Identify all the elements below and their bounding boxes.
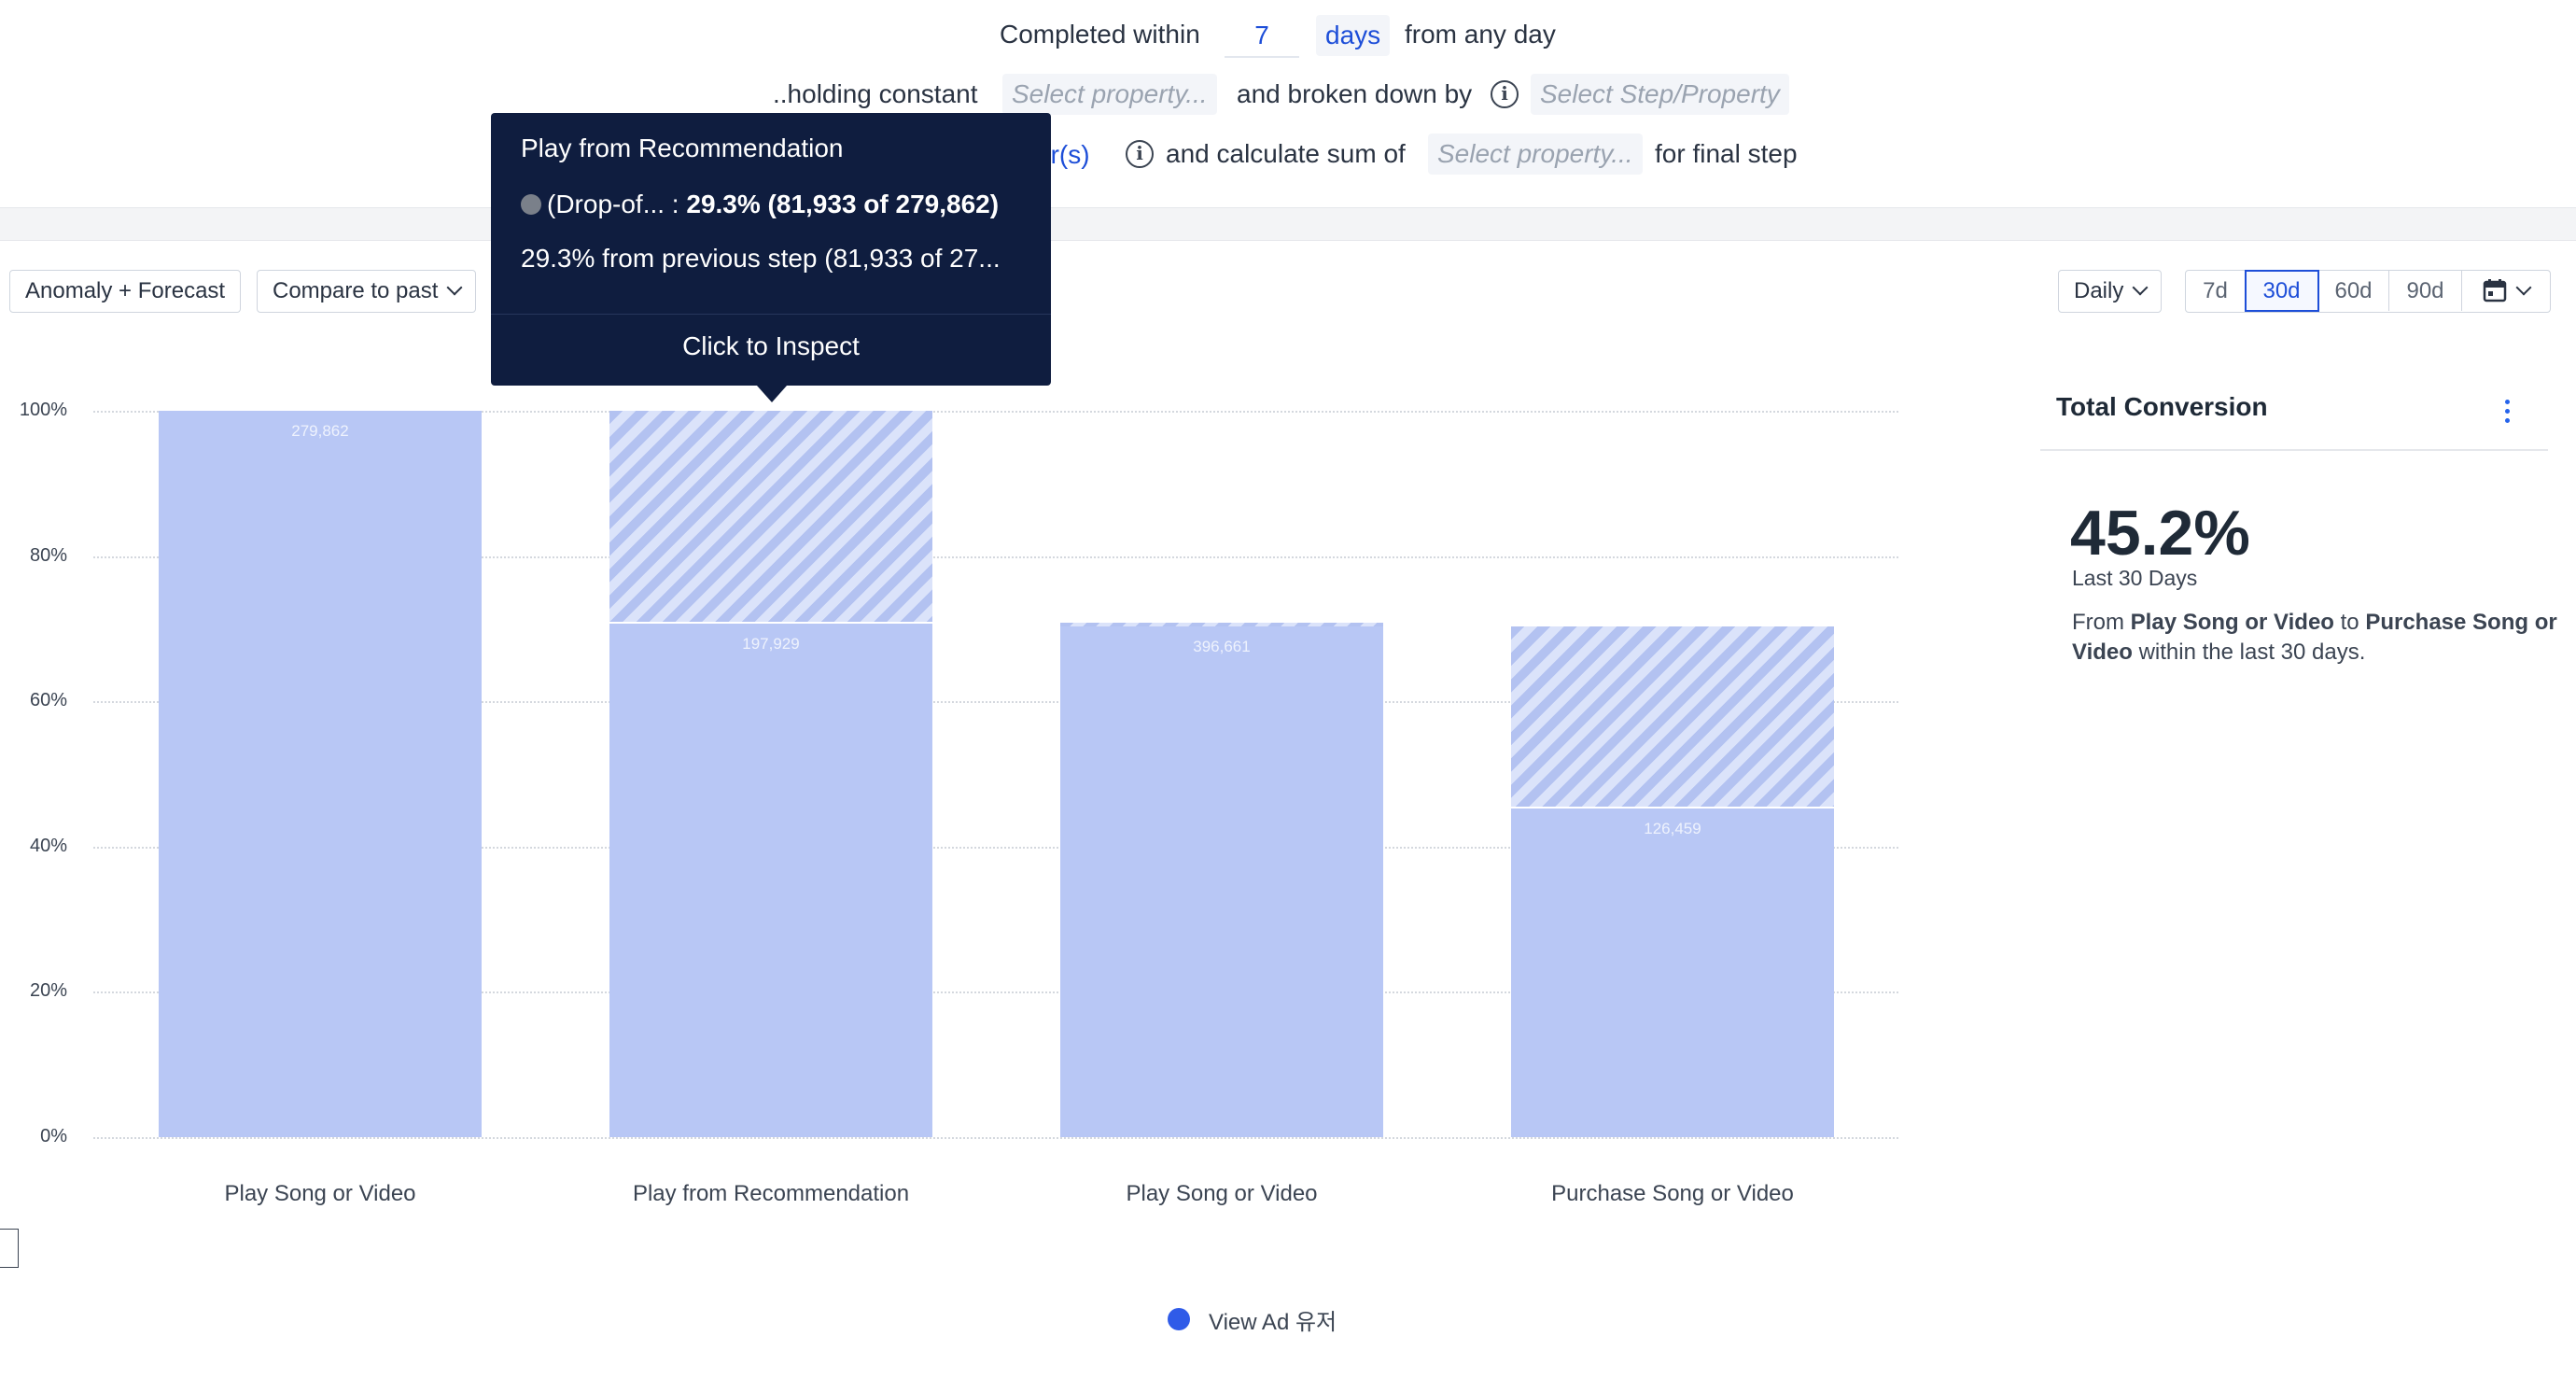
chevron-down-icon — [2132, 279, 2149, 296]
section-divider — [0, 207, 2576, 241]
bar-converted[interactable] — [1511, 809, 1834, 1137]
compare-to-past-label: Compare to past — [273, 278, 439, 303]
step-tooltip[interactable]: Play from Recommendation (Drop-of... : 2… — [491, 113, 1051, 402]
legend-label[interactable]: View Ad 유저 — [1209, 1310, 1337, 1335]
x-category-label: Play from Recommendation — [632, 1181, 910, 1206]
range-90d[interactable]: 90d — [2389, 271, 2462, 311]
tooltip-row-label: (Drop-of... : — [547, 190, 687, 218]
bar-value-label: 279,862 — [291, 422, 349, 440]
breakdown-info-icon[interactable]: i — [1491, 80, 1519, 108]
y-tick-label: 60% — [29, 690, 67, 711]
x-category-label: Purchase Song or Video — [1551, 1181, 1794, 1206]
tooltip-previous-step: 29.3% from previous step (81,933 of 27..… — [521, 244, 1001, 273]
compare-to-past-button[interactable]: Compare to past — [257, 270, 477, 313]
breakdown-select[interactable]: Select Step/Property — [1531, 74, 1789, 115]
gridline — [93, 846, 1898, 849]
calculate-sum-select[interactable]: Select property... — [1428, 134, 1643, 175]
from-any-day-label: from any day — [1405, 20, 1556, 49]
y-tick-label: 20% — [29, 980, 67, 1002]
range-30d[interactable]: 30d — [2245, 270, 2319, 312]
total-conversion-value: 45.2% — [2070, 498, 2250, 569]
panel-divider — [2040, 449, 2548, 451]
range-60d[interactable]: 60d — [2318, 271, 2389, 311]
bar-converted[interactable] — [1060, 626, 1383, 1137]
series-dot-icon — [521, 194, 541, 215]
total-conversion-title: Total Conversion — [2056, 392, 2268, 421]
interval-select[interactable]: Daily — [2058, 270, 2163, 313]
calendar-icon — [2483, 279, 2507, 302]
x-category-label: Play Song or Video — [1126, 1181, 1318, 1206]
bar-value-label: 197,929 — [742, 634, 800, 653]
total-conversion-description: From Play Song or Video to Purchase Song… — [2072, 610, 2557, 665]
gridline — [93, 991, 1898, 994]
calculate-sum-label: and calculate sum of — [1166, 139, 1406, 168]
collapse-panel-button[interactable]: ‹ — [0, 1229, 19, 1268]
anomaly-forecast-button[interactable]: Anomaly + Forecast — [9, 270, 242, 313]
bar-dropoff[interactable] — [609, 411, 932, 622]
y-tick-label: 100% — [19, 400, 67, 420]
final-step-label: for final step — [1655, 139, 1798, 168]
tooltip-dropoff-row: (Drop-of... : 29.3% (81,933 of 279,862) — [521, 190, 999, 219]
calculate-info-icon[interactable]: i — [1126, 140, 1154, 168]
interval-label: Daily — [2074, 278, 2124, 303]
y-tick-label: 40% — [29, 835, 67, 856]
days-input[interactable]: 7 — [1225, 15, 1299, 58]
tooltip-divider — [491, 314, 1051, 315]
range-7d[interactable]: 7d — [2186, 271, 2246, 311]
tooltip-title: Play from Recommendation — [521, 134, 844, 162]
desc-end-step: Purchase Song or Video — [2072, 610, 2557, 665]
tooltip-row-value: 29.3% (81,933 of 279,862) — [686, 190, 1000, 218]
completed-within-label: Completed within — [1000, 20, 1200, 49]
bar-converted[interactable] — [159, 411, 482, 1137]
date-picker-button[interactable] — [2462, 271, 2550, 311]
total-conversion-period: Last 30 Days — [2072, 566, 2198, 590]
days-unit-select[interactable]: days — [1316, 15, 1391, 56]
bar-dropoff[interactable] — [1511, 626, 1834, 808]
broken-down-label: and broken down by — [1237, 79, 1473, 108]
gridline — [93, 1137, 1898, 1139]
y-tick-label: 0% — [40, 1126, 67, 1146]
gridline — [93, 555, 1898, 558]
holding-constant-label: ..holding constant — [773, 79, 978, 108]
more-options-icon[interactable] — [2505, 400, 2511, 428]
bar-value-label: 396,661 — [1193, 638, 1251, 656]
tooltip-caret — [757, 386, 787, 402]
gridline — [93, 411, 1898, 413]
desc-start-step: Play Song or Video — [2130, 610, 2334, 635]
bar-dropoff[interactable] — [1060, 623, 1383, 627]
click-to-inspect-button[interactable]: Click to Inspect — [682, 331, 860, 360]
legend-dot-icon[interactable] — [1168, 1308, 1190, 1330]
bar-value-label: 126,459 — [1644, 820, 1701, 838]
y-tick-label: 80% — [29, 544, 67, 566]
range-selector: 7d 30d 60d 90d — [2185, 270, 2551, 313]
x-category-label: Play Song or Video — [224, 1181, 416, 1206]
holding-constant-select[interactable]: Select property... — [1002, 74, 1217, 115]
chevron-down-icon — [446, 279, 463, 296]
gridline — [93, 701, 1898, 704]
chevron-down-icon — [2515, 279, 2532, 296]
bar-converted[interactable] — [609, 623, 932, 1137]
